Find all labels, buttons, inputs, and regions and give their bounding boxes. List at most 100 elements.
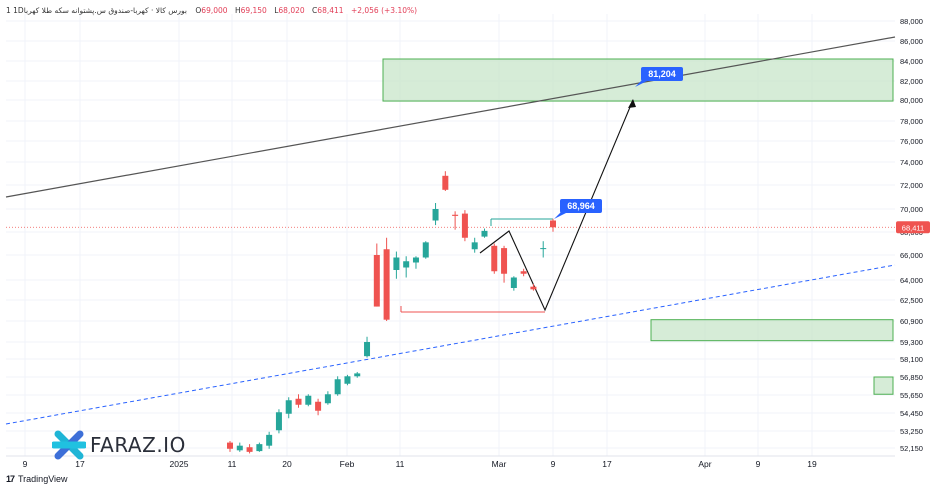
upper-channel-line bbox=[5, 36, 896, 198]
y-tick-label: 80,000 bbox=[900, 96, 923, 105]
candle-body bbox=[491, 245, 498, 272]
candle-body bbox=[393, 257, 400, 270]
mid-price-badge: 68,964 bbox=[554, 199, 602, 219]
support-zone-2 bbox=[873, 376, 894, 395]
y-tick-label: 88,000 bbox=[900, 17, 923, 26]
tradingview-brand: TradingView bbox=[18, 474, 68, 484]
y-tick-label: 58,100 bbox=[900, 355, 923, 364]
open-value: 69,000 bbox=[201, 6, 228, 15]
y-tick-label: 55,650 bbox=[900, 391, 923, 400]
candle-body bbox=[373, 255, 380, 307]
open-label: O bbox=[195, 6, 202, 15]
candle-body bbox=[530, 286, 537, 290]
trend-lines bbox=[5, 36, 896, 425]
y-tick-label: 54,450 bbox=[900, 409, 923, 418]
zones bbox=[382, 58, 894, 395]
x-tick-label: 17 bbox=[75, 459, 85, 469]
y-axis: 88,000 86,000 84,000 82,000 80,000 78,000 76,0… bbox=[900, 17, 923, 453]
candle-body bbox=[295, 398, 302, 405]
candle-body bbox=[550, 220, 556, 228]
x-tick-label: 9 bbox=[551, 459, 556, 469]
mid-price-badge-bg bbox=[560, 199, 602, 213]
candle-body bbox=[383, 249, 390, 320]
y-tick-label: 62,500 bbox=[900, 296, 923, 305]
x-tick-label: 9 bbox=[756, 459, 761, 469]
close-value: 68,411 bbox=[317, 6, 344, 15]
candle-body bbox=[403, 261, 410, 268]
candle-body bbox=[334, 379, 341, 395]
candle-body bbox=[246, 447, 253, 452]
faraz-logo: FARAZ.IO bbox=[52, 428, 186, 462]
candle-body bbox=[285, 400, 292, 414]
projection-path bbox=[479, 99, 634, 312]
faraz-logo-text: FARAZ.IO bbox=[90, 433, 186, 457]
candle-body bbox=[520, 271, 527, 274]
candle-body bbox=[481, 230, 488, 237]
lower-trend-line bbox=[5, 264, 896, 425]
candle-body bbox=[275, 412, 282, 431]
y-tick-label: 52,150 bbox=[900, 444, 923, 453]
candle-body bbox=[432, 209, 439, 221]
last-price-badge-text: 68,411 bbox=[902, 223, 924, 232]
annotation-labels: 68,411 81,204 68,964 bbox=[554, 67, 930, 234]
x-tick-label: 20 bbox=[282, 459, 292, 469]
candle-body bbox=[471, 242, 478, 250]
y-tick-label: 53,250 bbox=[900, 427, 923, 436]
y-tick-label: 64,000 bbox=[900, 276, 923, 285]
target-price-badge-bg bbox=[641, 67, 683, 81]
x-tick-label: 11 bbox=[228, 459, 237, 469]
y-tick-label: 86,000 bbox=[900, 37, 923, 46]
y-tick-label: 59,300 bbox=[900, 338, 923, 347]
projection-arrow-icon bbox=[628, 99, 636, 108]
candle-body bbox=[236, 445, 243, 451]
y-tick-label: 70,000 bbox=[900, 205, 923, 214]
close-label: C bbox=[312, 6, 318, 15]
x-axis: 9 17 2025 11 20 Feb 11 Mar 9 17 Apr 9 19 bbox=[23, 459, 817, 469]
y-tick-label: 82,000 bbox=[900, 77, 923, 86]
symbol-title: 1 کهربا-صندوق س.پشتوانه سکه طلا کهربا‪1D… bbox=[6, 6, 187, 15]
symbol-header: 1 کهربا-صندوق س.پشتوانه سکه طلا کهربا‪1D… bbox=[6, 6, 422, 15]
y-tick-label: 74,000 bbox=[900, 158, 923, 167]
y-tick-label: 60,900 bbox=[900, 317, 923, 326]
x-tick-label: 11 bbox=[396, 459, 405, 469]
candle-body bbox=[364, 342, 371, 357]
candle-body bbox=[510, 277, 517, 288]
x-tick-label: Mar bbox=[492, 459, 507, 469]
change-value: +2,056 (+3.10%) bbox=[350, 6, 418, 15]
target-zone bbox=[382, 58, 894, 102]
candle-body bbox=[501, 248, 508, 274]
support-zone-1 bbox=[650, 319, 894, 342]
x-tick-label: Feb bbox=[340, 459, 355, 469]
y-tick-label: 78,000 bbox=[900, 117, 923, 126]
last-price-badge: 68,411 bbox=[896, 221, 930, 234]
candle-body bbox=[442, 175, 449, 190]
low-value: 68,020 bbox=[278, 6, 305, 15]
target-price-badge: 81,204 bbox=[635, 67, 683, 87]
candle-body bbox=[266, 434, 273, 446]
x-tick-label: 9 bbox=[23, 459, 28, 469]
candle-body bbox=[461, 213, 468, 238]
high-value: 69,150 bbox=[240, 6, 267, 15]
candle-body bbox=[315, 401, 322, 411]
mid-price-badge-pointer-icon bbox=[554, 211, 570, 219]
faraz-logo-icon bbox=[52, 430, 86, 460]
candle-body bbox=[452, 214, 459, 216]
mid-price-badge-text: 68,964 bbox=[567, 201, 595, 211]
candle-body bbox=[422, 242, 429, 258]
candle-body bbox=[540, 248, 547, 250]
candle-body bbox=[227, 442, 233, 449]
y-tick-label: 84,000 bbox=[900, 57, 923, 66]
y-tick-label: 56,850 bbox=[900, 373, 923, 382]
target-price-badge-pointer-icon bbox=[635, 79, 651, 87]
y-tick-label: 76,000 bbox=[900, 137, 923, 146]
tradingview-logo-icon: 17 bbox=[6, 474, 15, 484]
tradingview-footer[interactable]: 17 TradingView bbox=[6, 474, 68, 484]
x-tick-label: Apr bbox=[698, 459, 711, 469]
high-label: H bbox=[234, 6, 241, 15]
target-price-badge-text: 81,204 bbox=[648, 69, 676, 79]
last-price-badge-bg bbox=[896, 221, 930, 234]
candle-body bbox=[354, 373, 361, 377]
candle-body bbox=[305, 395, 312, 405]
x-tick-label: 2025 bbox=[170, 459, 189, 469]
